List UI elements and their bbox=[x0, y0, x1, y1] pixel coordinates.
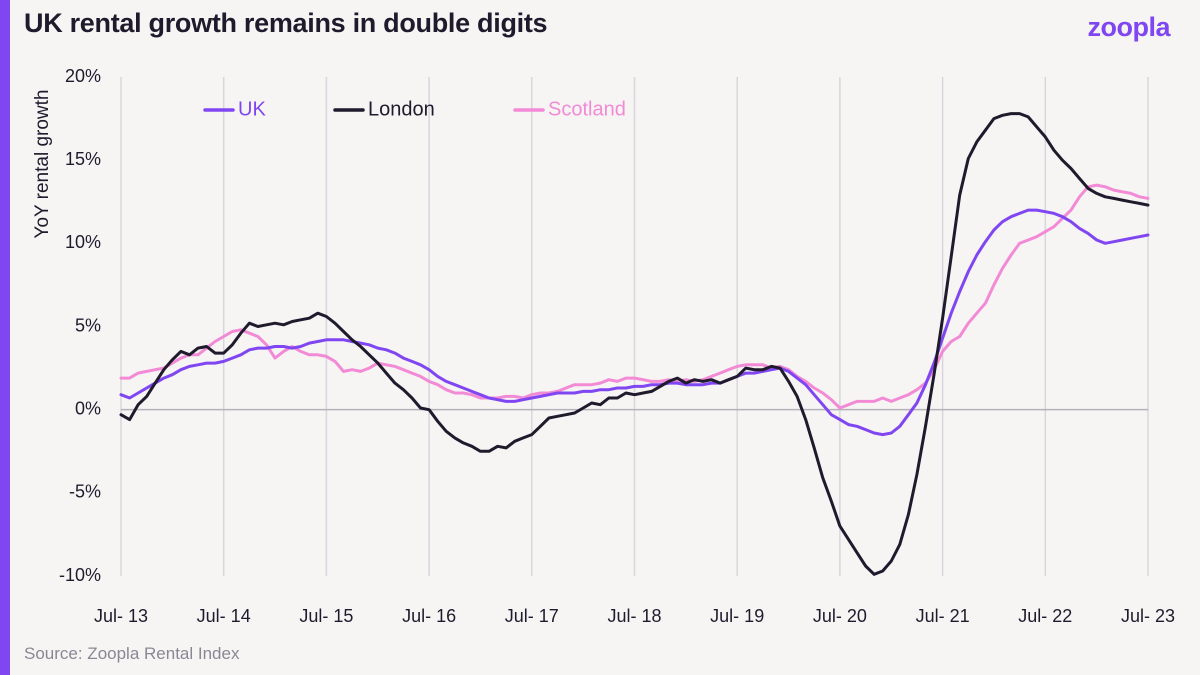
series-lines bbox=[119, 112, 1150, 576]
zoopla-logo: zoopla bbox=[1087, 12, 1171, 42]
legend-label-london: London bbox=[368, 98, 435, 120]
source-note: Source: Zoopla Rental Index bbox=[24, 644, 240, 663]
y-tick-label: -5% bbox=[69, 482, 101, 502]
x-tick-label: Jul- 14 bbox=[197, 606, 251, 626]
x-tick-label: Jul- 17 bbox=[505, 606, 559, 626]
y-tick-label: 5% bbox=[75, 315, 101, 335]
x-tick-label: Jul- 13 bbox=[94, 606, 148, 626]
y-tick-label: 15% bbox=[65, 149, 101, 169]
y-axis-tick-labels: 20% 15% 10% 5% 0% -5% -10% bbox=[59, 66, 101, 585]
x-tick-label: Jul- 23 bbox=[1121, 606, 1175, 626]
series-line-uk bbox=[119, 208, 1150, 437]
legend: UK London Scotland bbox=[203, 98, 626, 120]
x-tick-label: Jul- 21 bbox=[916, 606, 970, 626]
series-line-scotland bbox=[119, 183, 1150, 410]
left-accent-bar bbox=[0, 0, 10, 675]
y-tick-label: 20% bbox=[65, 66, 101, 86]
y-tick-label: 0% bbox=[75, 398, 101, 418]
x-tick-label: Jul- 22 bbox=[1018, 606, 1072, 626]
x-tick-label: Jul- 16 bbox=[402, 606, 456, 626]
y-tick-label: 10% bbox=[65, 232, 101, 252]
series-line-london bbox=[119, 112, 1150, 576]
legend-label-scotland: Scotland bbox=[548, 98, 626, 120]
legend-label-uk: UK bbox=[238, 98, 266, 120]
y-axis-title: YoY rental growth bbox=[32, 90, 53, 239]
x-tick-label: Jul- 15 bbox=[299, 606, 353, 626]
x-tick-label: Jul- 20 bbox=[813, 606, 867, 626]
x-axis-tick-labels: Jul- 13 Jul- 14 Jul- 15 Jul- 16 Jul- 17 Jul- … bbox=[94, 606, 1175, 626]
gridlines bbox=[120, 77, 1149, 576]
x-tick-label: Jul- 19 bbox=[710, 606, 764, 626]
y-tick-label: -10% bbox=[59, 565, 101, 585]
chart-title: UK rental growth remains in double digit… bbox=[24, 8, 548, 38]
x-tick-label: Jul- 18 bbox=[607, 606, 661, 626]
